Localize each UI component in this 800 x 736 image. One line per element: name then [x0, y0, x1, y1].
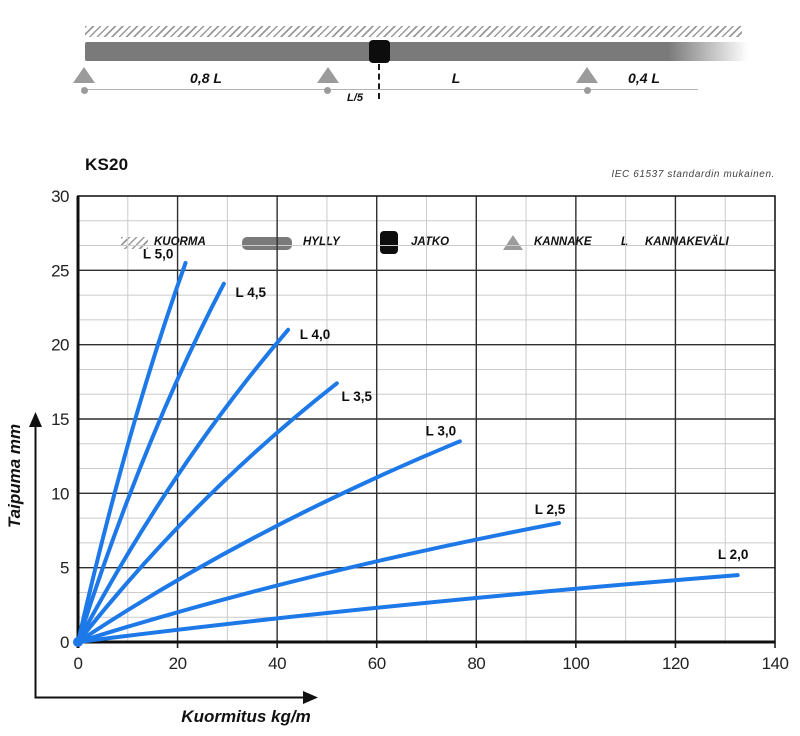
support-triangle-icon: [73, 67, 95, 83]
y-tick-label: 5: [60, 559, 69, 578]
span-label-right: 0,4 L: [628, 70, 660, 86]
series-line: [76, 281, 226, 644]
y-arrow-head-icon: [29, 412, 42, 427]
legend-kuorma-label: KUORMA: [154, 236, 206, 248]
y-tick-label: 15: [51, 410, 69, 429]
joint-dashed-line: [378, 64, 380, 99]
shelf-icon: [242, 237, 292, 250]
chart-title: KS20: [85, 155, 129, 174]
support-triangle-icon: [576, 67, 598, 83]
x-axis-title: Kuormitus kg/m: [181, 707, 310, 726]
series-label: L 3,0: [426, 423, 457, 438]
series-line: [76, 327, 291, 644]
y-tick-label: 25: [51, 261, 69, 280]
shelf-bar: [85, 42, 748, 61]
x-arrow-head-icon: [303, 691, 318, 704]
beam-schematic: 0,8 L L 0,4 L L/5: [0, 0, 800, 110]
legend-l-symbol: L: [621, 236, 629, 248]
standard-note: IEC 61537 standardin mukainen.: [611, 169, 775, 180]
support-dot: [583, 86, 591, 94]
legend-hylly-label: HYLLY: [303, 236, 340, 248]
support-icon: [503, 235, 523, 250]
x-tick-label: 120: [662, 654, 689, 673]
series-label: L 2,5: [535, 502, 566, 517]
y-tick-label: 10: [51, 484, 69, 503]
legend-jatko-label: JATKO: [411, 236, 450, 248]
joint-square: [369, 40, 390, 63]
support-dot: [323, 86, 331, 94]
y-tick-label: 0: [60, 633, 69, 652]
series-line: [76, 439, 462, 644]
load-hatch: [85, 26, 742, 37]
series-line: [76, 521, 561, 644]
support-triangle-icon: [317, 67, 339, 83]
x-tick-label: 20: [169, 654, 187, 673]
y-tick-label: 30: [51, 187, 69, 206]
x-tick-label: 100: [562, 654, 589, 673]
x-tick-label: 40: [268, 654, 286, 673]
y-axis-title: Taipuma mm: [5, 424, 24, 528]
span-label-mid: L: [451, 70, 461, 86]
series-label: L 2,0: [718, 547, 749, 562]
span-baseline: [84, 89, 698, 90]
x-tick-label: 60: [368, 654, 386, 673]
legend-kannake-label: KANNAKE: [534, 236, 592, 248]
series-label: L 3,5: [342, 389, 373, 404]
series-line: [76, 573, 740, 644]
legend-kannakevali-label: KANNAKEVÄLI: [645, 236, 729, 248]
series-label: L 4,0: [300, 327, 331, 342]
x-tick-label: 80: [467, 654, 485, 673]
series-label: L 4,5: [235, 285, 266, 300]
x-tick-label: 140: [762, 654, 789, 673]
span-label-left: 0,8 L: [190, 70, 222, 86]
y-tick-label: 20: [51, 336, 69, 355]
series-label: L 5,0: [143, 246, 174, 261]
origin-dot: [73, 637, 83, 647]
series-line: [76, 260, 188, 644]
series-line: [76, 381, 339, 644]
x-tick-label: 0: [74, 654, 83, 673]
schematic-legend: KUORMA HYLLY JATKO KANNAKE L KANNAKEVÄLI: [0, 112, 800, 254]
joint-offset-label: L/5: [347, 92, 363, 104]
support-dot: [80, 86, 88, 94]
joint-icon: [380, 231, 398, 254]
